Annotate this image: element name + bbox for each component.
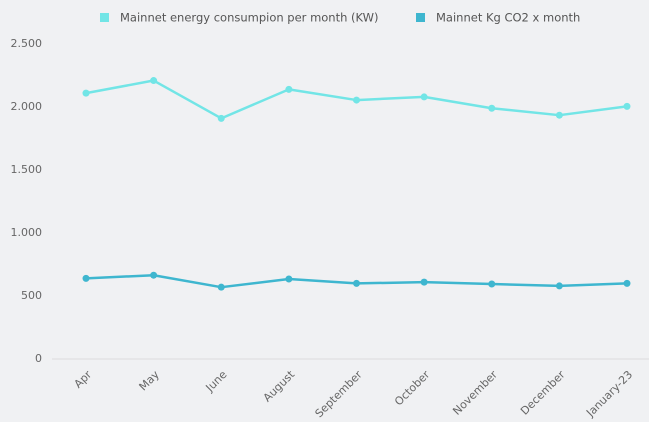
data-point bbox=[623, 279, 631, 287]
legend-label: Mainnet energy consumpion per month (KW) bbox=[120, 11, 379, 25]
y-tick-label: 500 bbox=[21, 289, 42, 302]
data-point bbox=[82, 274, 90, 282]
y-tick-label: 2.000 bbox=[11, 100, 43, 113]
x-tick-label: December bbox=[518, 368, 568, 418]
data-point bbox=[285, 85, 293, 93]
data-point bbox=[353, 96, 360, 104]
data-point bbox=[285, 275, 293, 283]
x-tick-label: May bbox=[137, 368, 163, 394]
data-point bbox=[555, 282, 563, 290]
data-point bbox=[420, 93, 428, 101]
x-tick-label: September bbox=[313, 368, 366, 421]
x-tick-label: Apr bbox=[72, 368, 95, 391]
legend-swatch bbox=[100, 13, 109, 22]
data-point bbox=[488, 104, 496, 112]
data-point bbox=[420, 278, 428, 286]
x-tick-label: June bbox=[203, 368, 230, 395]
y-tick-label: 2.500 bbox=[11, 37, 43, 50]
data-point bbox=[353, 279, 360, 287]
data-point bbox=[150, 77, 158, 85]
data-point bbox=[82, 89, 90, 97]
data-point bbox=[488, 280, 496, 288]
x-tick-label: November bbox=[450, 368, 500, 418]
y-tick-label: 0 bbox=[35, 352, 42, 365]
legend-swatch bbox=[416, 13, 425, 22]
x-tick-label: October bbox=[392, 368, 433, 409]
data-point bbox=[623, 102, 631, 110]
data-point bbox=[217, 283, 225, 291]
x-tick-label: August bbox=[261, 368, 298, 405]
data-point bbox=[150, 271, 158, 279]
y-tick-label: 1.500 bbox=[11, 163, 43, 176]
legend-label: Mainnet Kg CO2 x month bbox=[436, 11, 580, 25]
legend: Mainnet energy consumpion per month (KW)… bbox=[100, 11, 580, 25]
data-point bbox=[217, 114, 225, 122]
x-tick-label: January-23 bbox=[583, 368, 635, 420]
y-tick-label: 1.000 bbox=[11, 226, 43, 239]
data-point bbox=[555, 111, 563, 119]
